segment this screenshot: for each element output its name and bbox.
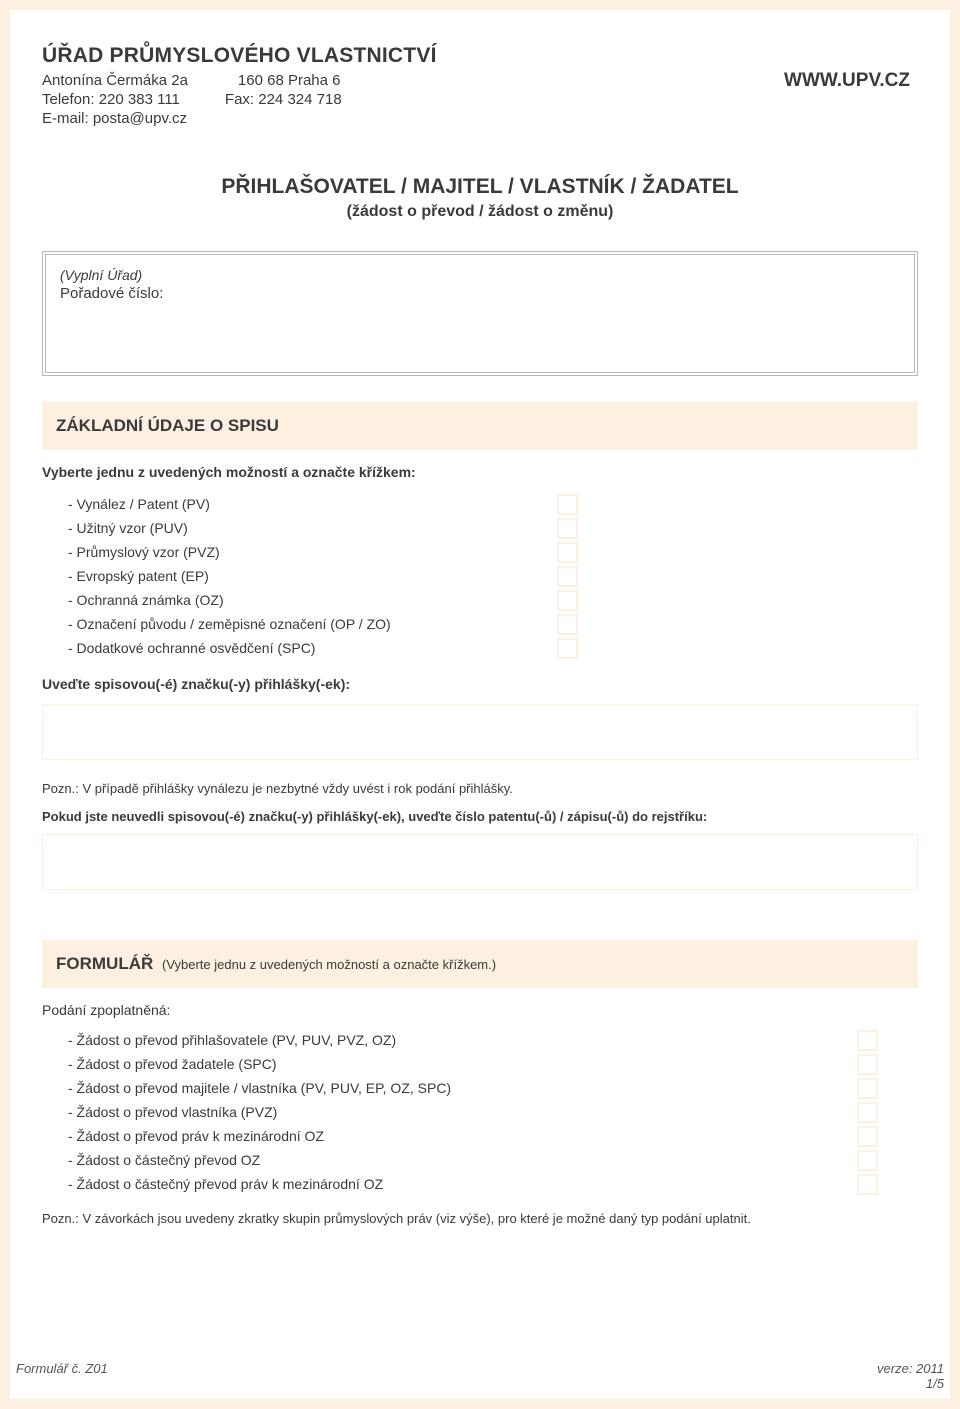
section1-bar: ZÁKLADNÍ ÚDAJE O SPISU xyxy=(42,402,918,450)
field2-label: Pokud jste neuvedli spisovou(-é) značku(… xyxy=(42,808,918,826)
checkbox-prevod-prihlasovatele[interactable] xyxy=(857,1030,878,1051)
section2-sub-instruction: Podání zpoplatněná: xyxy=(42,1002,918,1018)
checkbox-prevod-zadatele[interactable] xyxy=(857,1054,878,1075)
option-label: - Žádost o částečný převod práv k meziná… xyxy=(68,1176,857,1192)
option-prevod-majitele: - Žádost o převod majitele / vlastníka (… xyxy=(42,1076,918,1100)
section1-body: Vyberte jednu z uvedených možností a ozn… xyxy=(42,464,918,692)
option-label: - Ochranná známka (OZ) xyxy=(68,592,557,608)
office-fill-hint: (Vyplní Úřad) xyxy=(60,267,900,283)
fax: Fax: 224 324 718 xyxy=(225,91,342,108)
option-label: - Žádost o převod přihlašovatele (PV, PU… xyxy=(68,1032,857,1048)
option-label: - Průmyslový vzor (PVZ) xyxy=(68,544,557,560)
checkbox-prevod-vlastnika[interactable] xyxy=(857,1102,878,1123)
section1-options: - Vynález / Patent (PV) - Užitný vzor (P… xyxy=(42,492,918,660)
phone: Telefon: 220 383 111 xyxy=(42,91,180,108)
email: E-mail: posta@upv.cz xyxy=(42,110,918,127)
option-oz: - Ochranná známka (OZ) xyxy=(42,588,918,612)
section2-note: Pozn.: V závorkách jsou uvedeny zkratky … xyxy=(42,1210,918,1228)
section2-bar-hint: (Vyberte jednu z uvedených možností a oz… xyxy=(162,957,496,972)
checkbox-spc[interactable] xyxy=(557,638,578,659)
footer-version: verze: 2011 xyxy=(877,1361,944,1376)
page-footer: Formulář č. Z01 verze: 2011 1/5 xyxy=(10,1361,950,1391)
option-label: - Evropský patent (EP) xyxy=(68,568,557,584)
option-pvz: - Průmyslový vzor (PVZ) xyxy=(42,540,918,564)
section1-instruction: Vyberte jednu z uvedených možností a ozn… xyxy=(42,464,918,480)
option-label: - Žádost o převod práv k mezinárodní OZ xyxy=(68,1128,857,1144)
field1-label: Uveďte spisovou(-é) značku(-y) přihlášky… xyxy=(42,676,918,692)
form-subtitle: (žádost o převod / žádost o změnu) xyxy=(10,203,950,221)
option-label: - Žádost o převod vlastníka (PVZ) xyxy=(68,1104,857,1120)
checkbox-puv[interactable] xyxy=(557,518,578,539)
website: WWW.UPV.CZ xyxy=(784,70,910,92)
checkbox-castecny-prevod-mez-oz[interactable] xyxy=(857,1174,878,1195)
sequence-number-label: Pořadové číslo: xyxy=(60,285,900,302)
option-prevod-zadatele: - Žádost o převod žadatele (SPC) xyxy=(42,1052,918,1076)
address-street: Antonína Čermáka 2a xyxy=(42,72,188,89)
option-op-zo: - Označení původu / zeměpisné označení (… xyxy=(42,612,918,636)
office-fill-box: (Vyplní Úřad) Pořadové číslo: xyxy=(42,251,918,376)
patent-number-input[interactable] xyxy=(42,834,918,890)
address-city: 160 68 Praha 6 xyxy=(238,72,341,89)
option-prevod-prihlasovatele: - Žádost o převod přihlašovatele (PV, PU… xyxy=(42,1028,918,1052)
checkbox-castecny-prevod-oz[interactable] xyxy=(857,1150,878,1171)
option-label: - Dodatkové ochranné osvědčení (SPC) xyxy=(68,640,557,656)
option-label: - Označení původu / zeměpisné označení (… xyxy=(68,616,557,632)
option-label: - Užitný vzor (PUV) xyxy=(68,520,557,536)
option-prevod-vlastnika: - Žádost o převod vlastníka (PVZ) xyxy=(42,1100,918,1124)
option-label: - Žádost o částečný převod OZ xyxy=(68,1152,857,1168)
option-label: - Žádost o převod majitele / vlastníka (… xyxy=(68,1080,857,1096)
file-mark-input[interactable] xyxy=(42,704,918,760)
section2-bar: FORMULÁŘ (Vyberte jednu z uvedených možn… xyxy=(42,940,918,988)
checkbox-pvz[interactable] xyxy=(557,542,578,563)
option-label: - Vynález / Patent (PV) xyxy=(68,496,557,512)
option-prevod-mez-oz: - Žádost o převod práv k mezinárodní OZ xyxy=(42,1124,918,1148)
section1-note1: Pozn.: V případě přihlášky vynálezu je n… xyxy=(42,780,918,798)
footer-page-number: 1/5 xyxy=(926,1376,944,1391)
checkbox-op-zo[interactable] xyxy=(557,614,578,635)
option-puv: - Užitný vzor (PUV) xyxy=(42,516,918,540)
option-spc: - Dodatkové ochranné osvědčení (SPC) xyxy=(42,636,918,660)
checkbox-oz[interactable] xyxy=(557,590,578,611)
footer-left: Formulář č. Z01 xyxy=(16,1361,108,1391)
checkbox-prevod-mez-oz[interactable] xyxy=(857,1126,878,1147)
option-pv: - Vynález / Patent (PV) xyxy=(42,492,918,516)
section2-body: Podání zpoplatněná: - Žádost o převod př… xyxy=(42,1002,918,1196)
header-block: ÚŘAD PRŮMYSLOVÉHO VLASTNICTVÍ Antonína Č… xyxy=(10,10,950,145)
phone-row: Telefon: 220 383 111 Fax: 224 324 718 xyxy=(42,91,918,108)
footer-right: verze: 2011 1/5 xyxy=(877,1361,944,1391)
option-castecny-prevod-oz: - Žádost o částečný převod OZ xyxy=(42,1148,918,1172)
checkbox-pv[interactable] xyxy=(557,494,578,515)
option-label: - Žádost o převod žadatele (SPC) xyxy=(68,1056,857,1072)
title-block: PŘIHLAŠOVATEL / MAJITEL / VLASTNÍK / ŽAD… xyxy=(10,175,950,221)
section2-bar-title: FORMULÁŘ xyxy=(56,954,153,973)
option-castecny-prevod-mez-oz: - Žádost o částečný převod práv k meziná… xyxy=(42,1172,918,1196)
form-page: ÚŘAD PRŮMYSLOVÉHO VLASTNICTVÍ Antonína Č… xyxy=(10,10,950,1399)
checkbox-ep[interactable] xyxy=(557,566,578,587)
form-title: PŘIHLAŠOVATEL / MAJITEL / VLASTNÍK / ŽAD… xyxy=(10,175,950,199)
section2-options: - Žádost o převod přihlašovatele (PV, PU… xyxy=(42,1028,918,1196)
checkbox-prevod-majitele[interactable] xyxy=(857,1078,878,1099)
org-name: ÚŘAD PRŮMYSLOVÉHO VLASTNICTVÍ xyxy=(42,44,918,68)
option-ep: - Evropský patent (EP) xyxy=(42,564,918,588)
